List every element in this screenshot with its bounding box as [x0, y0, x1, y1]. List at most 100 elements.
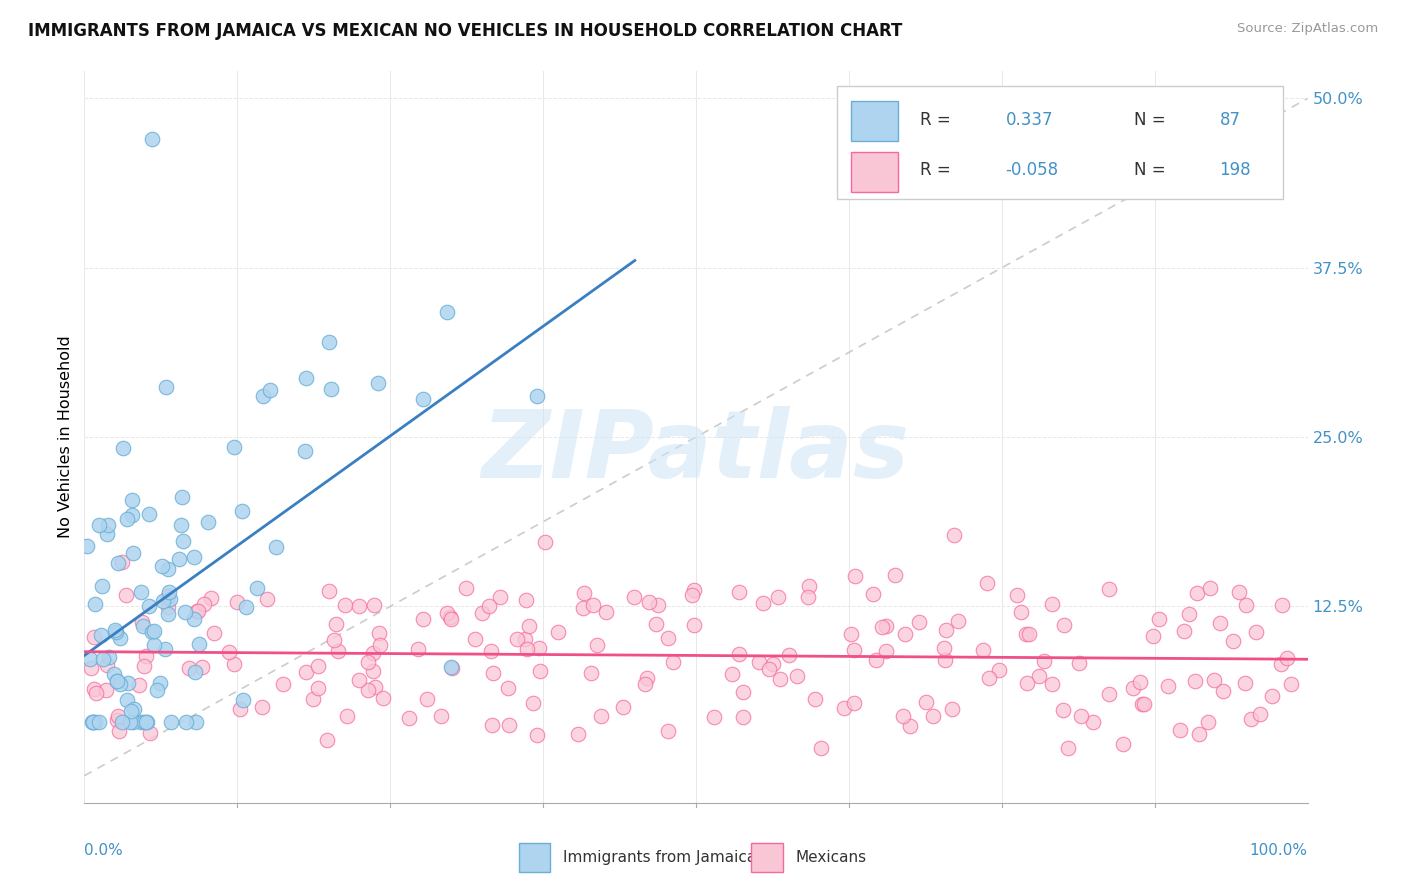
- Point: [156, 599, 179, 614]
- Text: ZIPatlas: ZIPatlas: [482, 406, 910, 498]
- Point: [121, 508, 143, 522]
- Point: [256, 592, 278, 607]
- Text: Source: ZipAtlas.com: Source: ZipAtlas.com: [1237, 22, 1378, 36]
- Point: [612, 699, 634, 714]
- Text: -0.058: -0.058: [1005, 161, 1059, 179]
- Point: [142, 624, 165, 638]
- Point: [1040, 598, 1063, 612]
- Point: [731, 710, 754, 724]
- Point: [80, 714, 103, 729]
- Point: [682, 582, 704, 597]
- Point: [1240, 712, 1263, 726]
- Point: [572, 601, 595, 615]
- Point: [222, 657, 245, 672]
- Bar: [751, 843, 783, 872]
- Point: [440, 660, 463, 674]
- Point: [167, 552, 190, 566]
- Point: [246, 581, 269, 595]
- Point: [202, 626, 225, 640]
- Point: [482, 665, 505, 680]
- Point: [862, 587, 884, 601]
- Point: [108, 723, 131, 738]
- Point: [934, 640, 956, 655]
- Point: [914, 695, 936, 709]
- Point: [988, 663, 1011, 677]
- Point: [131, 615, 153, 630]
- Text: 0.337: 0.337: [1005, 112, 1053, 129]
- Point: [141, 625, 163, 640]
- Point: [832, 700, 855, 714]
- Point: [595, 605, 617, 619]
- Point: [436, 304, 458, 318]
- Text: N =: N =: [1133, 161, 1166, 179]
- Point: [644, 617, 666, 632]
- Point: [516, 642, 538, 657]
- Point: [1227, 585, 1250, 599]
- Point: [96, 658, 118, 673]
- Point: [406, 641, 429, 656]
- Point: [415, 692, 437, 706]
- Point: [363, 599, 385, 613]
- Point: [471, 607, 494, 621]
- Point: [138, 599, 160, 614]
- Point: [1052, 703, 1074, 717]
- Point: [976, 575, 998, 590]
- Point: [1157, 679, 1180, 693]
- Text: Mexicans: Mexicans: [794, 850, 866, 865]
- Point: [105, 673, 128, 688]
- Point: [657, 724, 679, 739]
- Point: [1040, 677, 1063, 691]
- Point: [727, 585, 749, 599]
- Point: [1015, 676, 1038, 690]
- Point: [111, 555, 134, 569]
- Point: [90, 627, 112, 641]
- Point: [349, 599, 371, 614]
- Point: [122, 701, 145, 715]
- Point: [193, 597, 215, 611]
- Point: [336, 709, 359, 723]
- Point: [114, 588, 136, 602]
- Point: [489, 590, 512, 604]
- Point: [361, 646, 384, 660]
- Point: [1053, 617, 1076, 632]
- Point: [398, 711, 420, 725]
- Point: [870, 620, 893, 634]
- Point: [875, 619, 897, 633]
- Point: [328, 643, 350, 657]
- Point: [1028, 669, 1050, 683]
- Point: [515, 593, 537, 607]
- Bar: [851, 101, 898, 141]
- Point: [183, 550, 205, 565]
- Point: [1234, 598, 1257, 612]
- Point: [634, 676, 657, 690]
- Point: [368, 638, 391, 652]
- Point: [647, 598, 669, 612]
- Point: [1083, 714, 1105, 729]
- Point: [229, 702, 252, 716]
- Point: [526, 389, 548, 403]
- Point: [979, 672, 1001, 686]
- Point: [574, 586, 596, 600]
- Point: [810, 740, 832, 755]
- Point: [174, 605, 197, 619]
- Point: [844, 569, 866, 583]
- Point: [534, 535, 557, 549]
- Point: [149, 675, 172, 690]
- Point: [134, 714, 156, 729]
- Point: [252, 699, 274, 714]
- Point: [894, 627, 917, 641]
- Point: [129, 584, 152, 599]
- Point: [1070, 709, 1092, 723]
- Point: [107, 556, 129, 570]
- Point: [1249, 707, 1271, 722]
- Point: [121, 546, 143, 560]
- Text: IMMIGRANTS FROM JAMAICA VS MEXICAN NO VEHICLES IN HOUSEHOLD CORRELATION CHART: IMMIGRANTS FROM JAMAICA VS MEXICAN NO VE…: [28, 22, 903, 40]
- Text: 0.0%: 0.0%: [84, 843, 124, 858]
- Text: R =: R =: [920, 112, 950, 129]
- Point: [183, 612, 205, 626]
- Point: [131, 618, 153, 632]
- Point: [1098, 687, 1121, 701]
- Point: [121, 492, 143, 507]
- Point: [758, 662, 780, 676]
- Point: [89, 714, 111, 729]
